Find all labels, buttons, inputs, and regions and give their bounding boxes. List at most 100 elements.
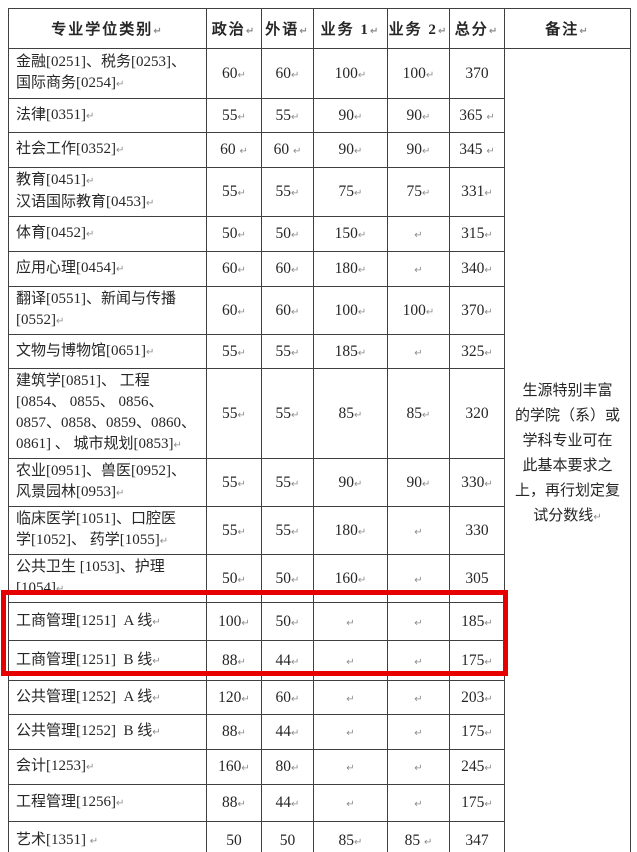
pilcrow-mark: ↵ bbox=[159, 536, 169, 547]
pilcrow-mark: ↵ bbox=[146, 198, 155, 209]
score-cell: 100↵ bbox=[313, 286, 388, 335]
score-cell: 50 bbox=[206, 821, 262, 852]
score-cell: 100↵ bbox=[206, 602, 262, 641]
pilcrow-mark: ↵ bbox=[116, 488, 125, 499]
score-cell: 85↵ bbox=[387, 368, 450, 459]
score-cell: 55↵ bbox=[261, 334, 314, 369]
pilcrow-mark: ↵ bbox=[484, 478, 493, 490]
score-cell: 331↵ bbox=[449, 167, 505, 217]
pilcrow-mark: ↵ bbox=[484, 265, 493, 276]
score-cell: 245↵ bbox=[449, 749, 505, 785]
pilcrow-mark: ↵ bbox=[86, 762, 95, 773]
category-cell: 翻译[0551]、新闻与传播 [0552]↵ bbox=[8, 286, 207, 335]
pilcrow-mark: ↵ bbox=[241, 693, 250, 705]
pilcrow-mark: ↵ bbox=[354, 836, 363, 848]
category-cell: 金融[0251]、税务[0253]、 国际商务[0254]↵ bbox=[8, 48, 207, 99]
pilcrow-mark: ↵ bbox=[346, 763, 355, 774]
score-cell: ↵ bbox=[313, 602, 388, 641]
score-cell: 60↵ bbox=[261, 680, 314, 715]
score-cell: 90↵ bbox=[387, 132, 450, 168]
score-cell: 347 bbox=[449, 821, 505, 852]
category-cell: 临床医学[1051]、口腔医 学[1052]、 药学[1055]↵ bbox=[8, 506, 207, 555]
score-cell: 185↵ bbox=[449, 602, 505, 641]
header-cell: 业务 2↵ bbox=[387, 8, 450, 49]
pilcrow-mark: ↵ bbox=[484, 656, 493, 668]
pilcrow-mark: ↵ bbox=[357, 69, 367, 81]
header-cell: 备注↵ bbox=[504, 8, 631, 49]
score-cell: 120↵ bbox=[206, 680, 262, 715]
score-cell: 60↵ bbox=[261, 251, 314, 287]
pilcrow-mark: ↵ bbox=[152, 655, 161, 667]
score-table: 专业学位类别↵ 政治↵ 外语↵ 业务 1↵ 业务 2↵ 总分↵ 备注↵ 金融[0251]、税… bbox=[8, 8, 631, 852]
category-cell: 应用心理[0454]↵ bbox=[8, 251, 207, 287]
table-row: 会计[1253]↵ 160↵ 80↵ ↵ ↵ 245↵ bbox=[8, 749, 631, 785]
score-cell: 55↵ bbox=[261, 167, 314, 217]
pilcrow-mark: ↵ bbox=[484, 347, 493, 359]
table-row: 公共管理[1252] A 线↵ 120↵ 60↵ ↵ ↵ 203↵ bbox=[8, 680, 631, 715]
score-cell: 175↵ bbox=[449, 784, 505, 822]
pilcrow-mark: ↵ bbox=[484, 799, 493, 810]
score-cell: 325↵ bbox=[449, 334, 505, 369]
table-row: 艺术[1351] ↵ 50 50 85↵ 85 ↵ 347 bbox=[8, 821, 631, 852]
score-cell: 75↵ bbox=[313, 167, 388, 217]
pilcrow-mark: ↵ bbox=[86, 176, 95, 187]
pilcrow-mark: ↵ bbox=[414, 728, 423, 739]
pilcrow-mark: ↵ bbox=[423, 836, 433, 848]
pilcrow-mark: ↵ bbox=[237, 306, 246, 318]
score-cell: 100↵ bbox=[387, 286, 450, 335]
score-cell: 150↵ bbox=[313, 216, 388, 252]
category-cell: 工商管理[1251] B 线↵ bbox=[8, 640, 207, 681]
pilcrow-mark: ↵ bbox=[422, 188, 431, 199]
score-cell: 55↵ bbox=[206, 368, 262, 459]
score-cell: 180↵ bbox=[313, 251, 388, 287]
table-row: 临床医学[1051]、口腔医 学[1052]、 药学[1055]↵ 55↵ 55↵ 18… bbox=[8, 506, 631, 555]
pilcrow-mark: ↵ bbox=[291, 347, 300, 359]
pilcrow-mark: ↵ bbox=[89, 835, 99, 847]
pilcrow-mark: ↵ bbox=[484, 617, 493, 629]
score-cell: 100↵ bbox=[313, 48, 388, 99]
category-cell: 公共管理[1252] A 线↵ bbox=[8, 680, 207, 715]
score-cell: 88↵ bbox=[206, 714, 262, 750]
score-cell: ↵ bbox=[387, 506, 450, 555]
score-cell: ↵ bbox=[387, 602, 450, 641]
pilcrow-mark: ↵ bbox=[237, 728, 246, 739]
pilcrow-mark: ↵ bbox=[237, 347, 246, 359]
score-cell: 50 bbox=[261, 821, 314, 852]
score-cell: 85 ↵ bbox=[387, 821, 450, 852]
pilcrow-mark: ↵ bbox=[346, 617, 355, 629]
pilcrow-mark: ↵ bbox=[414, 763, 423, 774]
pilcrow-mark: ↵ bbox=[245, 26, 257, 37]
score-cell: 340↵ bbox=[449, 251, 505, 287]
pilcrow-mark: ↵ bbox=[56, 316, 65, 327]
pilcrow-mark: ↵ bbox=[484, 230, 493, 241]
pilcrow-mark: ↵ bbox=[486, 111, 495, 123]
score-cell: 100↵ bbox=[387, 48, 450, 99]
score-cell: 90↵ bbox=[313, 458, 388, 507]
pilcrow-mark: ↵ bbox=[354, 111, 363, 123]
score-cell: ↵ bbox=[387, 334, 450, 369]
score-cell: 60↵ bbox=[206, 251, 262, 287]
table-body: 金融[0251]、税务[0253]、 国际商务[0254]↵ 60↵ 60↵ 100↵ 1… bbox=[8, 48, 631, 852]
score-cell: ↵ bbox=[387, 216, 450, 252]
table-header: 专业学位类别↵ 政治↵ 外语↵ 业务 1↵ 业务 2↵ 总分↵ 备注↵ bbox=[8, 8, 631, 49]
score-cell: 160↵ bbox=[206, 749, 262, 785]
score-cell: 55↵ bbox=[206, 334, 262, 369]
score-cell: 60↵ bbox=[206, 286, 262, 335]
score-cell: 315↵ bbox=[449, 216, 505, 252]
table-row: 公共管理[1252] B 线↵ 88↵ 44↵ ↵ ↵ 175↵ bbox=[8, 714, 631, 750]
table-row: 法律[0351]↵ 55↵ 55↵ 90↵ 90↵ 365 ↵ bbox=[8, 98, 631, 133]
category-cell: 艺术[1351] ↵ bbox=[8, 821, 207, 852]
table-row: 应用心理[0454]↵ 60↵ 60↵ 180↵ ↵ 340↵ bbox=[8, 251, 631, 287]
score-cell: ↵ bbox=[387, 251, 450, 287]
pilcrow-mark: ↵ bbox=[422, 409, 431, 421]
pilcrow-mark: ↵ bbox=[354, 146, 363, 157]
pilcrow-mark: ↵ bbox=[414, 230, 423, 241]
score-cell: 55↵ bbox=[206, 506, 262, 555]
score-cell: 370 bbox=[449, 48, 505, 99]
score-cell: ↵ bbox=[313, 784, 388, 822]
pilcrow-mark: ↵ bbox=[291, 265, 300, 276]
score-cell: ↵ bbox=[313, 714, 388, 750]
score-cell: ↵ bbox=[387, 714, 450, 750]
pilcrow-mark: ↵ bbox=[291, 188, 300, 199]
category-cell: 法律[0351]↵ bbox=[8, 98, 207, 133]
